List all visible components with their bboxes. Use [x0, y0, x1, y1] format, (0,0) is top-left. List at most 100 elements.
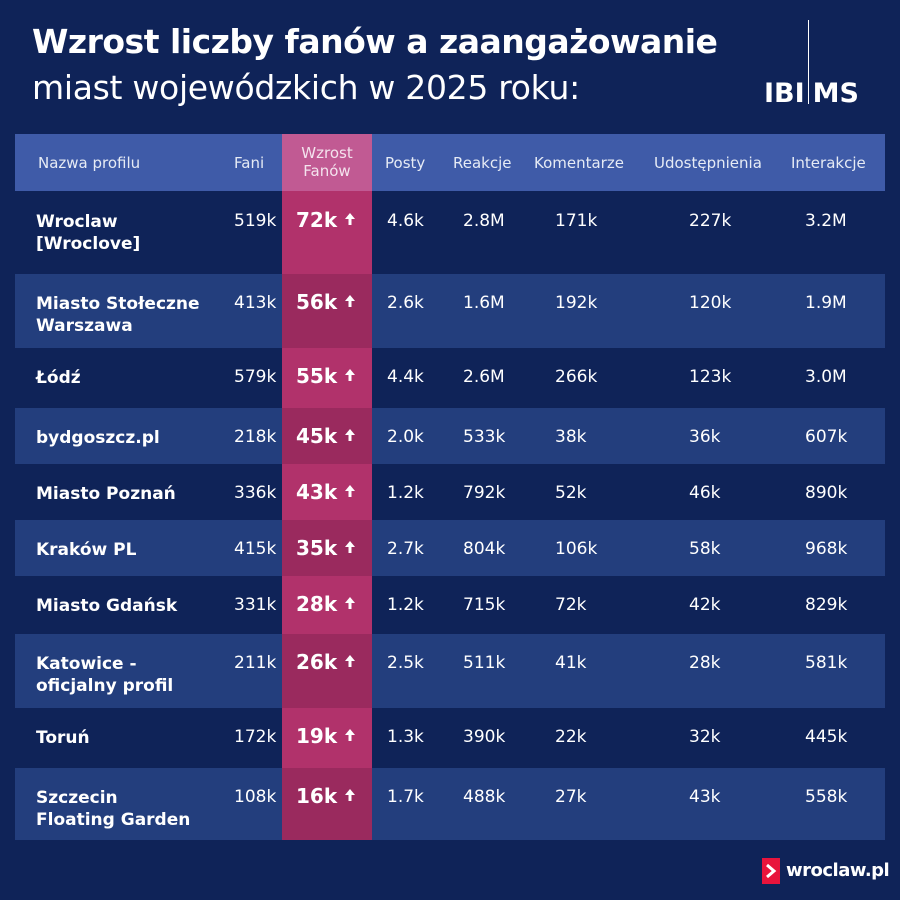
table-header: Nazwa profilu Fani Posty Reakcje Komenta…	[15, 134, 885, 191]
arrow-up-icon	[345, 429, 355, 441]
profile-name-line: oficjalny profil	[36, 676, 174, 696]
profile-name: Kraków PL	[36, 539, 136, 561]
cell-posts: 2.0k	[387, 427, 424, 447]
table-row: Miasto Gdańsk 331k 1.2k 715k 72k 42k 829k	[15, 576, 885, 634]
cell-comments: 192k	[555, 293, 598, 313]
profile-name: Katowice - oficjalny profil	[36, 653, 173, 697]
header-reactions: Reakcje	[453, 154, 512, 172]
arrow-up-icon	[345, 213, 355, 225]
cell-fans: 336k	[234, 483, 277, 503]
cell-interactions: 829k	[805, 595, 848, 615]
cell-interactions: 3.2M	[805, 211, 847, 231]
profile-name-line: Szczecin	[36, 788, 118, 808]
growth-column-band	[282, 634, 372, 708]
table-row: bydgoszcz.pl 218k 2.0k 533k 38k 36k 607k	[15, 408, 885, 464]
growth-column-band	[282, 768, 372, 840]
growth-value: 19k	[296, 724, 338, 748]
growth-value: 28k	[296, 592, 338, 616]
header-fans: Fani	[234, 154, 265, 172]
cell-interactions: 968k	[805, 539, 848, 559]
table-row: Łódź 579k 4.4k 2.6M 266k 123k 3.0M	[15, 348, 885, 408]
cell-interactions: 890k	[805, 483, 848, 503]
cell-fans: 579k	[234, 367, 277, 387]
cell-shares: 28k	[689, 653, 721, 673]
profile-name: Szczecin Floating Garden	[36, 787, 190, 831]
cell-shares: 58k	[689, 539, 721, 559]
cell-comments: 22k	[555, 727, 587, 747]
cell-fans: 519k	[234, 211, 277, 231]
cell-comments: 41k	[555, 653, 587, 673]
arrow-up-icon	[345, 485, 355, 497]
cell-interactions: 1.9M	[805, 293, 847, 313]
cell-posts: 2.7k	[387, 539, 424, 559]
profile-name-line: Miasto Stołeczne	[36, 294, 200, 314]
table-row: Wroclaw [Wroclove] 519k 4.6k 2.8M 171k 227k 3.2…	[15, 192, 885, 274]
cell-reactions: 715k	[463, 595, 506, 615]
logo-part-right: MS	[812, 78, 859, 109]
arrow-up-icon	[345, 655, 355, 667]
growth-column-header-bg	[282, 134, 372, 191]
profile-name: Miasto Gdańsk	[36, 595, 177, 617]
cell-posts: 1.3k	[387, 727, 424, 747]
arrow-up-icon	[345, 597, 355, 609]
cell-reactions: 2.6M	[463, 367, 505, 387]
profile-name: Miasto Stołeczne Warszawa	[36, 293, 200, 337]
arrow-up-icon	[345, 369, 355, 381]
table-row: Miasto Poznań 336k 1.2k 792k 52k 46k 890k	[15, 464, 885, 520]
profile-name-line: Miasto Poznań	[36, 484, 176, 504]
header-growth: Wzrost Fanów	[282, 144, 372, 180]
growth-value: 72k	[296, 208, 338, 232]
growth-value: 35k	[296, 536, 338, 560]
title-line-1: Wzrost liczby fanów a zaangażowanie	[32, 22, 718, 61]
cell-posts: 4.4k	[387, 367, 424, 387]
table-row: Toruń 172k 1.3k 390k 22k 32k 445k	[15, 708, 885, 768]
cell-shares: 32k	[689, 727, 721, 747]
profile-name-line: Toruń	[36, 728, 90, 748]
table-row: Kraków PL 415k 2.7k 804k 106k 58k 968k	[15, 520, 885, 576]
cell-posts: 1.7k	[387, 787, 424, 807]
profile-name: Miasto Poznań	[36, 483, 176, 505]
cell-reactions: 2.8M	[463, 211, 505, 231]
arrow-up-icon	[345, 541, 355, 553]
growth-column-highlight	[282, 134, 372, 840]
header-growth-line-1: Wzrost	[301, 144, 353, 162]
growth-value: 43k	[296, 480, 338, 504]
cell-comments: 72k	[555, 595, 587, 615]
header-comments: Komentarze	[534, 154, 624, 172]
header-posts: Posty	[385, 154, 426, 172]
cell-posts: 2.6k	[387, 293, 424, 313]
growth-value: 45k	[296, 424, 338, 448]
wroclaw-logo-box	[762, 858, 780, 884]
growth-column-band	[282, 520, 372, 576]
cell-shares: 120k	[689, 293, 732, 313]
cell-comments: 266k	[555, 367, 598, 387]
profile-name-line: Katowice -	[36, 654, 137, 674]
cell-shares: 123k	[689, 367, 732, 387]
cell-fans: 218k	[234, 427, 277, 447]
title-line-2: miast wojewódzkich w 2025 roku:	[32, 68, 580, 107]
cell-interactions: 581k	[805, 653, 848, 673]
profile-name-line: bydgoszcz.pl	[36, 428, 160, 448]
arrow-up-icon	[345, 789, 355, 801]
arrow-up-icon	[345, 295, 355, 307]
cell-posts: 1.2k	[387, 483, 424, 503]
logo-part-left: IBI	[764, 78, 805, 109]
profile-name: Łódź	[36, 367, 81, 389]
header-interactions: Interakcje	[791, 154, 866, 172]
cell-interactions: 3.0M	[805, 367, 847, 387]
cell-posts: 2.5k	[387, 653, 424, 673]
profile-name-line: Warszawa	[36, 316, 133, 336]
growth-value: 16k	[296, 784, 338, 808]
cell-posts: 1.2k	[387, 595, 424, 615]
cell-reactions: 533k	[463, 427, 506, 447]
wroclaw-logo-text: wroclaw.pl	[786, 860, 890, 881]
cell-posts: 4.6k	[387, 211, 424, 231]
cell-reactions: 488k	[463, 787, 506, 807]
cell-interactions: 558k	[805, 787, 848, 807]
profile-name-line: [Wroclove]	[36, 234, 141, 254]
cell-interactions: 607k	[805, 427, 848, 447]
growth-column-band	[282, 274, 372, 348]
cell-comments: 52k	[555, 483, 587, 503]
growth-column-band	[282, 408, 372, 464]
cell-fans: 108k	[234, 787, 277, 807]
